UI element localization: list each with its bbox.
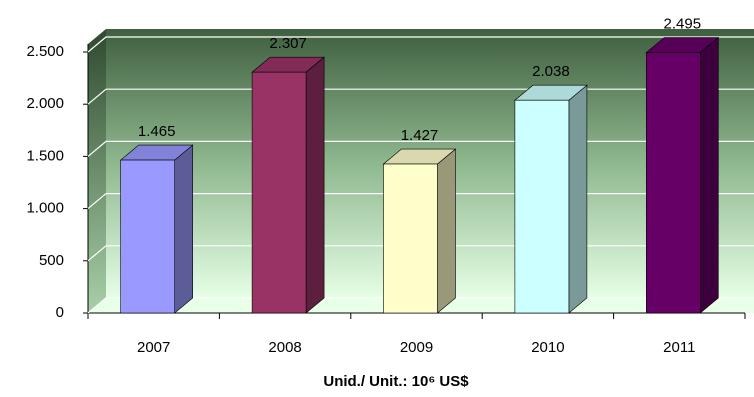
- bar: [645, 52, 701, 314]
- x-axis-label: Unid./ Unit.: 10⁶ US$: [323, 373, 469, 390]
- x-tick-label: 2007: [137, 339, 170, 356]
- bar-side: [699, 36, 719, 314]
- y-tick-label: 500: [39, 252, 64, 269]
- x-tick-label: 2009: [400, 339, 433, 356]
- x-tick-label: 2008: [268, 339, 301, 356]
- bar-side: [305, 56, 325, 314]
- bar: [383, 163, 438, 314]
- y-tick-label: 2.500: [26, 43, 64, 60]
- value-label: 2.038: [532, 63, 570, 80]
- x-tick-label: 2011: [663, 339, 695, 356]
- y-tick-label: 0: [56, 304, 64, 321]
- bar: [514, 99, 570, 314]
- bar: [251, 71, 307, 314]
- y-tick-label: 2.000: [26, 95, 64, 112]
- grid-line: [87, 36, 754, 53]
- value-label: 2.307: [269, 35, 307, 52]
- bar-side: [174, 144, 193, 314]
- y-tick-label: 1.500: [26, 147, 64, 164]
- value-label: 1.427: [401, 127, 439, 144]
- x-tick-label: 2010: [531, 339, 564, 356]
- bar: [120, 159, 175, 314]
- value-label: 1.465: [138, 123, 176, 140]
- value-label: 2.495: [664, 15, 702, 32]
- bar-side: [437, 148, 456, 314]
- side-wall: [88, 29, 106, 313]
- y-tick-label: 1.000: [26, 200, 64, 217]
- bar-side: [568, 84, 588, 314]
